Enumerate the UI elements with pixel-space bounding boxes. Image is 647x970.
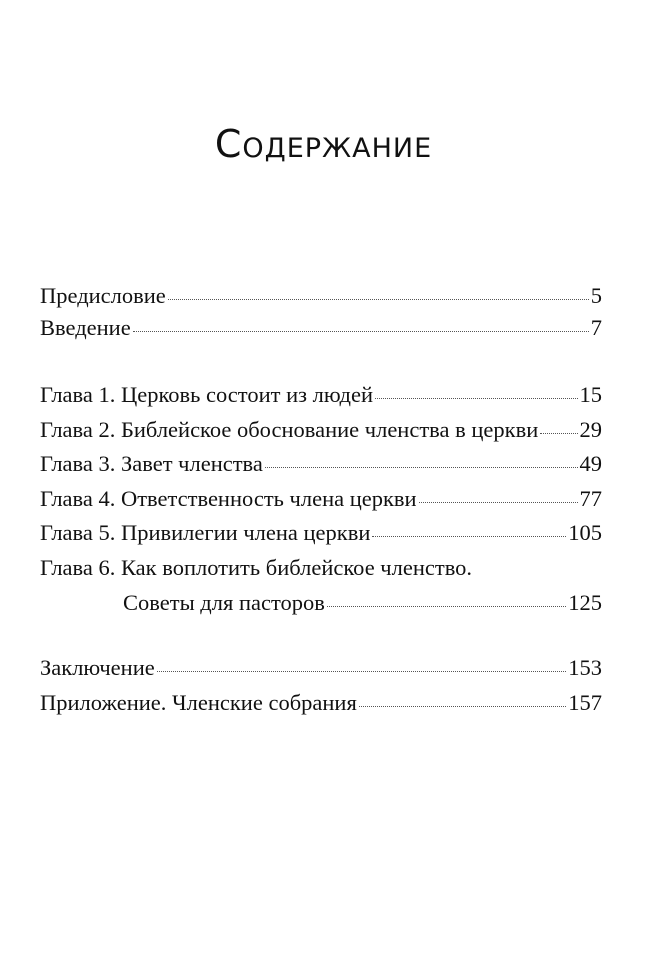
dot-leader — [358, 706, 567, 707]
entry-page: 153 — [568, 655, 602, 680]
entry-label: Введение — [40, 315, 131, 340]
entry-page: 105 — [568, 520, 602, 545]
dot-leader — [167, 299, 589, 300]
entry-page: 5 — [590, 283, 602, 308]
entry-label: Заключение — [40, 655, 155, 680]
dot-leader — [372, 536, 567, 537]
toc-entry-chapter-3[interactable]: Глава 3. Завет членства 49 — [40, 450, 602, 478]
dot-leader — [418, 502, 578, 503]
entry-label: Приложение. Членские собрания — [40, 690, 357, 715]
toc-entry-chapter-6-continued[interactable]: Советы для пасторов 125 — [123, 589, 602, 617]
dot-leader — [264, 467, 578, 468]
toc-entry-conclusion[interactable]: Заключение 153 — [40, 654, 602, 682]
toc-entry-preface[interactable]: Предисловие 5 — [40, 282, 602, 310]
toc-entry-chapter-5[interactable]: Глава 5. Привилегии члена церкви 105 — [40, 519, 602, 547]
dot-leader — [375, 398, 578, 399]
dot-leader — [156, 671, 567, 672]
entry-label: Глава 3. Завет членства — [40, 451, 263, 476]
toc-entry-appendix[interactable]: Приложение. Членские собрания 157 — [40, 689, 602, 717]
entry-page: 77 — [579, 486, 603, 511]
entry-page: 157 — [568, 690, 602, 715]
entry-label-continued: Советы для пасторов — [123, 590, 325, 615]
entry-label: Глава 5. Привилегии члена церкви — [40, 520, 371, 545]
toc-entry-introduction[interactable]: Введение 7 — [40, 314, 602, 342]
entry-label: Глава 2. Библейское обоснование членства… — [40, 417, 539, 442]
toc-entry-chapter-2[interactable]: Глава 2. Библейское обоснование членства… — [40, 416, 602, 444]
entry-page: 125 — [568, 590, 602, 615]
toc-entry-chapter-4[interactable]: Глава 4. Ответственность члена церкви 77 — [40, 485, 602, 513]
entry-label: Предисловие — [40, 283, 166, 308]
entry-page: 29 — [579, 417, 603, 442]
entry-label: Глава 4. Ответственность члена церкви — [40, 486, 417, 511]
toc-entry-chapter-6[interactable]: Глава 6. Как воплотить библейское членст… — [40, 554, 602, 582]
entry-label: Глава 6. Как воплотить библейское членст… — [40, 555, 473, 580]
dot-leader — [132, 331, 589, 332]
dot-leader — [326, 606, 567, 607]
entry-label: Глава 1. Церковь состоит из людей — [40, 382, 373, 407]
entry-page: 49 — [579, 451, 603, 476]
page-title: Содержание — [214, 122, 433, 166]
entry-page: 15 — [579, 382, 603, 407]
toc-entry-chapter-1[interactable]: Глава 1. Церковь состоит из людей 15 — [40, 381, 602, 409]
dot-leader — [540, 433, 578, 434]
entry-page: 7 — [590, 315, 602, 340]
